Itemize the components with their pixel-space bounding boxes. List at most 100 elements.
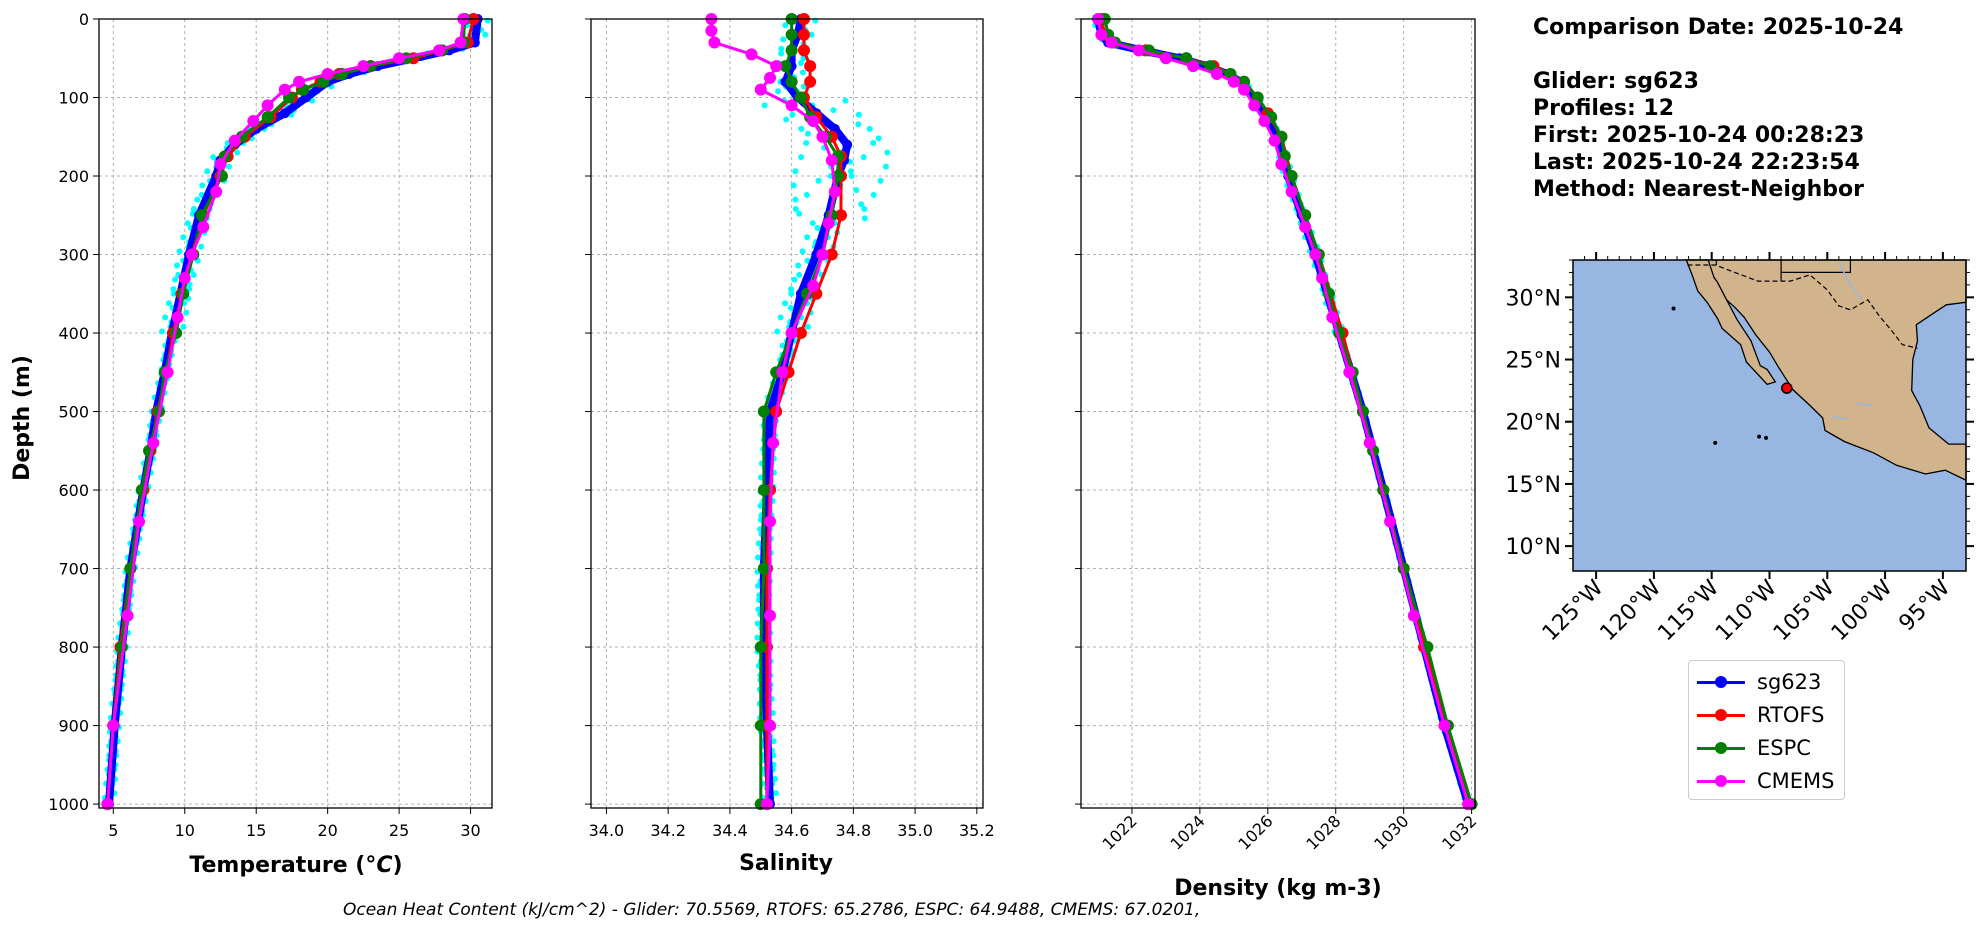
data-point-CMEMS (121, 609, 134, 622)
scatter-point (775, 88, 782, 95)
scatter-point (848, 173, 855, 180)
legend-label: RTOFS (1757, 702, 1825, 727)
data-point-CMEMS (393, 52, 406, 65)
scatter-point (792, 205, 799, 212)
scatter-point (204, 168, 211, 175)
data-point-CMEMS (807, 279, 820, 292)
scatter-point (199, 182, 206, 189)
scatter-point (798, 59, 805, 66)
data-point-CMEMS (1248, 99, 1261, 112)
data-point-CMEMS (764, 71, 777, 84)
data-point-ESPC (779, 60, 792, 73)
data-point-CMEMS (1326, 311, 1339, 324)
data-point-ESPC (785, 75, 798, 88)
scatter-point (804, 234, 811, 241)
scatter-point (809, 220, 816, 227)
data-point-CMEMS (785, 327, 798, 340)
scatter-point (176, 248, 183, 255)
y-axis-label: Depth (m) (10, 355, 35, 481)
map-lon-label: 100°W (1827, 575, 1898, 646)
scatter-point (791, 276, 798, 283)
x-tick-label: 35.2 (959, 821, 995, 840)
scatter-point (190, 205, 197, 212)
data-point-ESPC (1285, 170, 1298, 183)
scatter-point (165, 300, 172, 307)
map-lat-label: 10°N (1506, 535, 1561, 560)
data-point-CMEMS (828, 185, 841, 198)
scatter-point (866, 125, 873, 132)
scatter-point (778, 50, 785, 57)
baja-peninsula (1685, 259, 1777, 386)
legend-item: sg623 (1697, 665, 1836, 698)
y-tick-label: 200 (58, 167, 89, 186)
data-point-RTOFS (825, 248, 838, 261)
data-point-ESPC (261, 111, 274, 124)
x-tick-label: 34.6 (774, 821, 810, 840)
scatter-point (210, 154, 217, 161)
scatter-point (162, 314, 169, 321)
data-point-CMEMS (357, 60, 370, 73)
x-tick-label: 1022 (1099, 811, 1141, 853)
x-tick-label: 1024 (1166, 811, 1208, 853)
comparison-date: Comparison Date: 2025-10-24 (1533, 15, 1904, 40)
data-point-CMEMS (161, 366, 174, 379)
data-point-CMEMS (1132, 44, 1145, 57)
x-tick-label: 20 (317, 821, 337, 840)
scatter-point (830, 107, 837, 114)
data-point-CMEMS (454, 36, 467, 49)
legend-swatch-icon (1697, 675, 1745, 689)
data-point-RTOFS (804, 60, 817, 73)
y-tick-label: 900 (58, 717, 89, 736)
scatter-point (754, 554, 761, 561)
salinity-x-label: Salinity (739, 851, 833, 876)
data-point-CMEMS (816, 130, 829, 143)
scatter-point (789, 111, 796, 118)
x-tick-label: 5 (108, 821, 118, 840)
scatter-point (792, 168, 799, 175)
data-point-ESPC (785, 28, 798, 41)
scatter-point (755, 540, 762, 547)
data-point-CMEMS (1316, 272, 1329, 285)
scatter-point (754, 634, 761, 641)
scatter-point (755, 606, 762, 613)
data-point-CMEMS (705, 24, 718, 37)
scatter-point (853, 187, 860, 194)
x-tick-label: 30 (460, 821, 480, 840)
mainland (1684, 259, 1967, 482)
data-point-CMEMS (1187, 60, 1200, 73)
data-point-CMEMS (1285, 185, 1298, 198)
map-lon-label: 120°W (1596, 575, 1667, 646)
data-point-CMEMS (1275, 158, 1288, 171)
data-point-ESPC (757, 484, 770, 497)
scatter-point (234, 149, 241, 156)
scatter-point (842, 97, 849, 104)
temperature-panel: 0 100 200 300 400 500 600 700 800 900 1000 5 10 15 20 2… (48, 10, 493, 840)
scatter-point (799, 248, 806, 255)
scatter-point (180, 234, 187, 241)
data-point-CMEMS (745, 48, 758, 61)
data-point-CMEMS (785, 99, 798, 112)
density-x-label: Density (kg m-3) (1174, 876, 1382, 901)
scatter-point (882, 163, 889, 170)
state-border (1781, 260, 1852, 273)
data-point-CMEMS (214, 158, 227, 171)
y-tick-label: 300 (58, 246, 89, 265)
glider-position-marker (1781, 382, 1793, 394)
scatter-point (183, 309, 190, 316)
axes-frame (1080, 18, 1476, 809)
data-point-CMEMS (261, 99, 274, 112)
data-point-sg623 (279, 108, 290, 119)
data-point-CMEMS (1268, 134, 1281, 147)
data-point-CMEMS (754, 83, 767, 96)
scatter-point (174, 262, 181, 269)
axes-frame (98, 18, 493, 809)
scatter-point (755, 582, 762, 589)
data-point-ESPC (794, 91, 807, 104)
data-point-ESPC (757, 562, 770, 575)
scatter-point (798, 154, 805, 161)
legend-label: sg623 (1757, 669, 1822, 694)
map-lat-label: 30°N (1506, 286, 1561, 311)
scatter-point (773, 790, 780, 797)
river (1838, 262, 1863, 301)
